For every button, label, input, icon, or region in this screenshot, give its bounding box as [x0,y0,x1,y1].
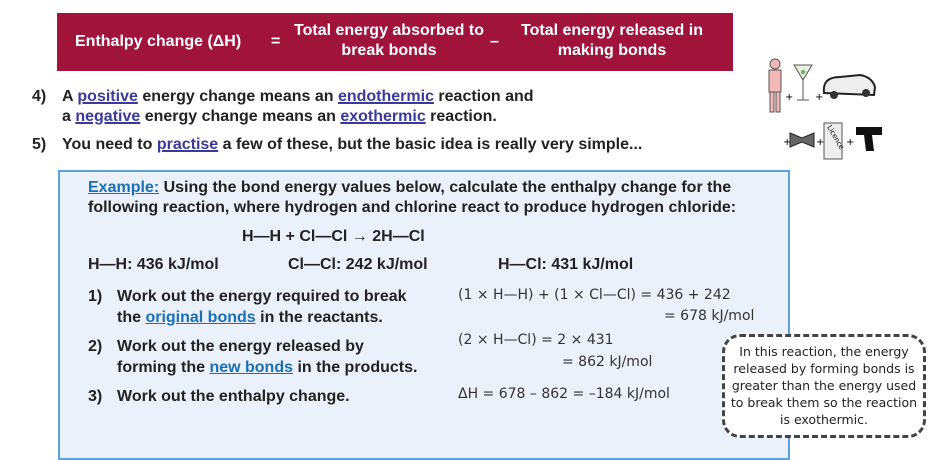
step-3-line1: Work out the enthalpy change. [117,388,350,405]
equation-minus: – [490,33,499,50]
step-2-line2: forming the new bonds in the products. [117,359,418,376]
negative-link[interactable]: negative [75,108,141,125]
original-bonds-link[interactable]: original bonds [145,309,256,326]
point-4-number: 4) [32,88,47,105]
step-1-line1: Work out the energy required to break [117,288,407,305]
cocktail-icon [793,64,813,101]
step-1-calc: (1 × H—H) + (1 × Cl—Cl) = 436 + 242 [458,287,731,303]
car-icon [822,73,877,99]
equation-lhs: Enthalpy change (ΔH) [75,33,242,50]
new-bonds-link[interactable]: new bonds [209,359,293,376]
equation-equals: = [271,33,281,50]
bond-energy-hcl: H—Cl: 431 kJ/mol [498,256,634,273]
bond-energy-clcl: Cl—Cl: 242 kJ/mol [288,256,428,273]
step-2-result: = 862 kJ/mol [562,354,653,370]
endothermic-link[interactable]: endothermic [337,88,434,105]
point-4-line1: A positive energy change means an endoth… [62,88,534,105]
plus-sign: + [785,92,793,103]
exothermic-note: In this reaction, the energy released by… [722,334,926,438]
step-2-line1: Work out the energy released by [117,338,364,355]
point-5-text: You need to practise a few of these, but… [62,136,643,153]
svg-text:+: + [846,137,854,148]
svg-text:+: + [815,92,823,103]
step-1-line2: the original bonds in the reactants. [117,309,383,326]
bond-energy-hh: H—H: 436 kJ/mol [88,256,219,273]
exothermic-link[interactable]: exothermic [340,108,426,125]
james-bond-illustration: + + + + Licence + [768,58,882,160]
reaction-equation: H—H + Cl—Cl → 2H—Cl [242,228,425,245]
point-4-line2: a negative energy change means an exothe… [62,108,497,125]
equation-term1: Total energy absorbed to break bonds [294,22,484,59]
equation-term2: Total energy released in making bonds [521,22,703,59]
svg-text:+: + [783,137,791,148]
example-label: Example: [88,179,160,196]
practise-link[interactable]: practise [156,136,219,153]
person-icon [768,58,782,113]
example-intro: Example: Using the bond energy values be… [88,179,737,216]
point-5-number: 5) [32,136,47,153]
step-3-number: 3) [88,388,103,405]
step-3-calc: ΔH = 678 – 862 = –184 kJ/mol [458,386,670,402]
bowtie-icon [789,132,815,148]
step-2-number: 2) [88,338,103,355]
step-2-calc: (2 × H—Cl) = 2 × 431 [458,332,614,348]
step-1-result: = 678 kJ/mol [664,308,755,324]
example-box: Example: Using the bond energy values be… [58,170,790,460]
step-1-number: 1) [88,288,103,305]
gun-icon [856,127,882,151]
licence-icon: Licence [823,122,845,160]
enthalpy-equation-banner: Enthalpy change (ΔH) = Total energy abso… [57,13,733,71]
positive-link[interactable]: positive [77,88,138,105]
svg-text:+: + [816,137,824,148]
